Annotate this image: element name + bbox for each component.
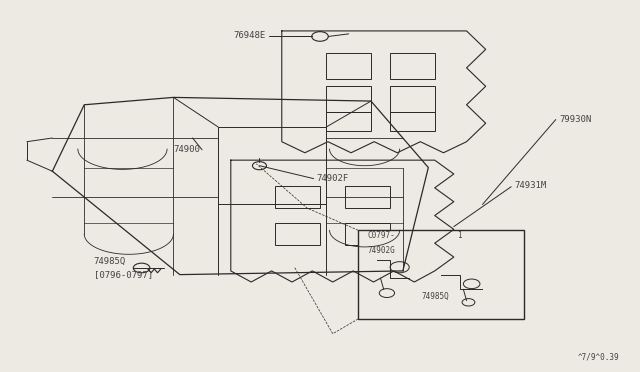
Bar xyxy=(326,53,371,79)
Text: 74985Q: 74985Q xyxy=(94,257,126,266)
Bar xyxy=(275,186,320,208)
Text: 74985Q: 74985Q xyxy=(422,292,450,301)
Bar xyxy=(275,223,320,245)
Bar xyxy=(390,86,435,112)
Text: C0797-: C0797- xyxy=(368,231,396,240)
Bar xyxy=(346,223,390,245)
Bar xyxy=(326,86,371,112)
Text: 76948E: 76948E xyxy=(234,31,266,40)
Text: 79930N: 79930N xyxy=(559,115,591,124)
Bar xyxy=(346,186,390,208)
Bar xyxy=(390,112,435,131)
Text: [0796-0797]: [0796-0797] xyxy=(94,270,153,279)
Text: 74902F: 74902F xyxy=(317,174,349,183)
Text: 74902G: 74902G xyxy=(368,246,396,255)
Bar xyxy=(358,230,524,319)
Text: 1: 1 xyxy=(457,231,461,240)
Text: 74900: 74900 xyxy=(173,145,200,154)
Text: ^7/9^0.39: ^7/9^0.39 xyxy=(578,352,620,361)
Bar xyxy=(390,53,435,79)
Bar xyxy=(326,112,371,131)
Text: 74931M: 74931M xyxy=(515,182,547,190)
